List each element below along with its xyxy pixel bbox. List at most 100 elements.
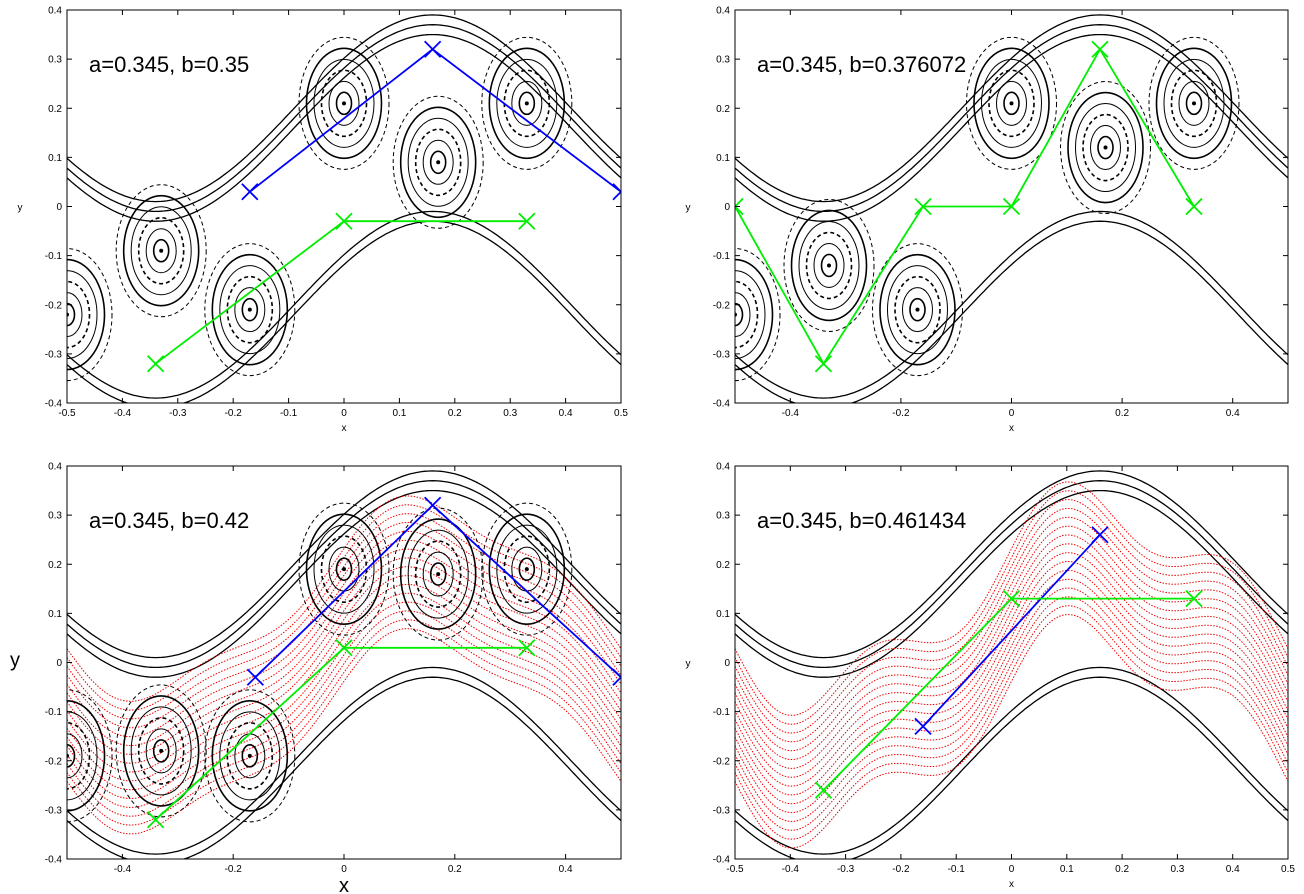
blue-hyperbolic-point	[246, 668, 264, 686]
island-orbit	[313, 58, 375, 148]
green-hyperbolic-point	[1185, 590, 1203, 608]
red-orbit-line	[67, 610, 621, 817]
island-orbit	[735, 270, 766, 360]
y-tick-label: -0.4	[713, 855, 731, 866]
island-center	[159, 748, 164, 753]
island-center	[247, 753, 252, 758]
orbit-line	[67, 489, 621, 678]
panel-2: -0.4 -0.2 0 0.2 0.4 -0.4 -0.3 -0.2 -0.1 0 0.1 0.2 0.…	[686, 6, 1289, 434]
island-orbit	[219, 711, 281, 801]
island-orbit	[67, 733, 83, 779]
orbit-line	[67, 210, 621, 399]
green-hyperbolic-point	[518, 639, 536, 657]
orbit-line	[67, 24, 621, 213]
island-orbit	[1178, 80, 1210, 126]
orbit-line	[735, 676, 1288, 859]
island-orbit	[152, 739, 170, 763]
x-tick-label: -0.5	[58, 408, 76, 419]
x-tick-label: 0.4	[559, 864, 573, 875]
x-tick-label: -0.3	[837, 864, 855, 875]
orbit-line	[735, 666, 1288, 855]
y-tick-label: -0.2	[45, 300, 63, 311]
island-center	[524, 101, 529, 106]
y-tick-label: 0	[56, 202, 62, 213]
island-orbit	[871, 243, 963, 377]
island-orbit	[67, 711, 98, 801]
island-orbit	[429, 150, 447, 175]
plot-area	[67, 470, 621, 859]
island-orbit	[407, 529, 469, 619]
y-tick-label: 0.1	[716, 153, 730, 164]
y-tick-label: -0.3	[45, 349, 63, 360]
island-orbit	[735, 280, 759, 349]
y-tick-label: 0	[724, 202, 730, 213]
y-tick-label: -0.4	[45, 855, 63, 866]
red-orbit-line	[735, 543, 1288, 778]
red-orbit-line	[735, 578, 1288, 814]
island-orbit	[798, 220, 860, 310]
y-tick-label: -0.1	[713, 707, 731, 718]
x-tick-label: -0.1	[280, 408, 298, 419]
island-center	[247, 307, 252, 312]
island-orbit	[1003, 91, 1020, 116]
y-tick-label: -0.4	[45, 399, 63, 410]
island-orbit	[122, 695, 200, 807]
island-center	[436, 160, 441, 165]
red-orbit-line	[67, 513, 621, 720]
island-orbit	[1185, 91, 1203, 116]
red-orbit-line	[735, 490, 1288, 725]
island-orbit	[67, 258, 106, 371]
blue-hyperbolic-point	[241, 183, 259, 201]
orbit-line	[735, 470, 1288, 659]
green-separatrix	[154, 646, 527, 821]
island-orbit	[152, 238, 170, 263]
red-orbit-line	[67, 592, 621, 800]
island-orbit	[219, 265, 281, 355]
island-orbit	[115, 684, 207, 818]
blue-hyperbolic-point	[914, 717, 932, 735]
green-hyperbolic-point	[335, 212, 353, 230]
red-orbit-line	[735, 587, 1288, 822]
island-orbit	[204, 689, 296, 823]
y-tick-label: 0.2	[48, 560, 62, 571]
x-tick-label: -0.1	[948, 864, 966, 875]
y-tick-label: 0	[56, 658, 62, 669]
x-tick-label: -0.4	[782, 408, 800, 419]
island-orbit	[1148, 36, 1240, 170]
red-orbit-line	[735, 561, 1288, 796]
y-tick-label: -0.3	[713, 805, 731, 816]
x-tick-label: -0.2	[892, 864, 910, 875]
island-orbit	[1075, 103, 1137, 193]
blue-hyperbolic-point	[424, 496, 442, 514]
y-tick-label: 0.3	[48, 511, 62, 522]
x-tick-label: -0.2	[225, 864, 243, 875]
orbit-line	[735, 489, 1288, 678]
island-orbit	[122, 194, 200, 307]
green-separatrix	[155, 220, 527, 365]
island-orbit	[130, 706, 192, 796]
green-hyperbolic-point	[147, 811, 165, 829]
island-orbit	[886, 265, 948, 355]
orbit-line	[67, 14, 621, 203]
green-hyperbolic-point	[814, 781, 833, 799]
red-orbit-line	[67, 504, 621, 711]
island-center	[915, 307, 920, 312]
x-tick-label: 0	[1009, 408, 1015, 419]
island-center	[159, 248, 164, 253]
island-center	[1009, 101, 1014, 106]
green-hyperbolic-point	[914, 197, 932, 216]
island-orbit	[735, 292, 751, 338]
x-tick-label: -0.4	[114, 408, 132, 419]
orbit-line	[735, 24, 1288, 213]
blue-hyperbolic-point	[1091, 526, 1109, 544]
island-center	[524, 567, 529, 572]
island-orbit	[1090, 125, 1122, 171]
y-tick-label: -0.1	[45, 251, 63, 262]
x-tick-label: 0.2	[1115, 408, 1129, 419]
island-orbit	[204, 243, 296, 377]
parameter-annotation: a=0.345, b=0.35	[89, 52, 249, 77]
island-orbit	[145, 228, 177, 274]
blue-hyperbolic-point	[424, 40, 442, 58]
y-tick-label: 0.1	[48, 153, 62, 164]
